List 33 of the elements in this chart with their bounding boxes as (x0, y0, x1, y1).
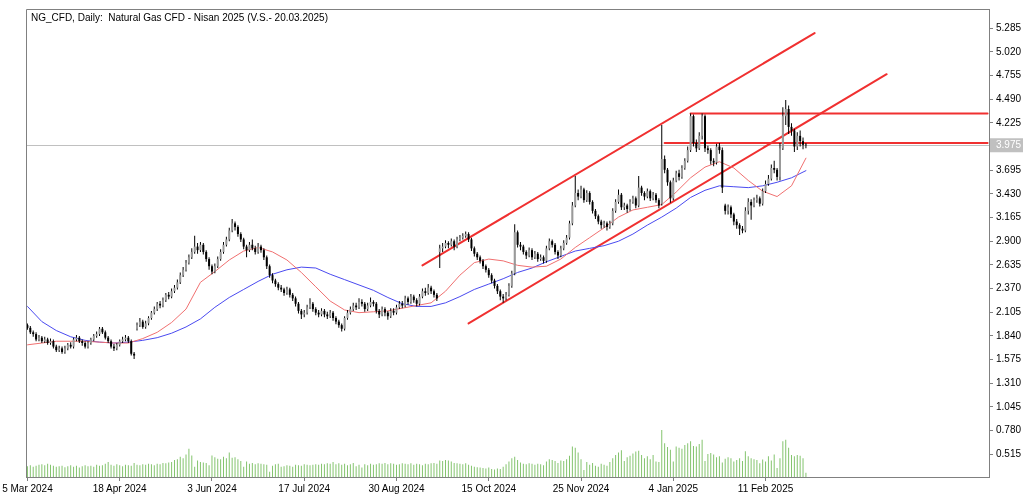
y-tick-label: 0.515 (996, 447, 1022, 459)
x-tick-label: 17 Jul 2024 (278, 482, 331, 494)
x-tick-label: 15 Oct 2024 (461, 482, 517, 494)
y-tick-label: 2.105 (996, 305, 1022, 317)
x-tick-label: 18 Apr 2024 (92, 482, 148, 494)
y-tick-label: 4.490 (996, 92, 1022, 104)
y-tick-label: 5.020 (996, 45, 1022, 57)
candlestick (136, 322, 138, 331)
y-tick-label: 2.370 (996, 282, 1022, 294)
y-tick-label: 1.575 (996, 353, 1022, 365)
y-tick-label: 2.635 (996, 258, 1022, 270)
y-tick-label: 1.840 (996, 329, 1022, 341)
x-tick-label: 30 Aug 2024 (368, 482, 426, 494)
x-tick-label: 4 Jan 2025 (648, 482, 699, 494)
chart-title: NG_CFD, Daily: Natural Gas CFD - Nisan 2025 (V.S.- 20.03.2025) (31, 11, 328, 23)
x-tick-label: 3 Jun 2024 (187, 482, 238, 494)
x-tick-label: 5 Mar 2024 (2, 482, 54, 494)
y-tick-label: 4.225 (996, 116, 1022, 128)
candlestick (704, 114, 706, 152)
x-tick-label: 25 Nov 2024 (552, 482, 610, 494)
y-tick-label: 5.285 (996, 21, 1022, 33)
candlestick (580, 185, 583, 199)
y-tick-label: 3.430 (996, 187, 1022, 199)
y-tick-label: 2.900 (996, 234, 1022, 246)
y-tick-label: 0.780 (996, 424, 1022, 436)
y-tick-label: 1.045 (996, 400, 1022, 412)
y-tick-label: 1.310 (996, 376, 1022, 388)
x-tick-label: 11 Feb 2025 (737, 482, 794, 494)
y-tick-label: 4.755 (996, 69, 1022, 81)
y-tick-label: 3.695 (996, 163, 1022, 175)
candlestick (481, 259, 484, 269)
y-tick-label: 3.165 (996, 211, 1022, 223)
ref-line-label: 3.975 (996, 138, 1022, 150)
